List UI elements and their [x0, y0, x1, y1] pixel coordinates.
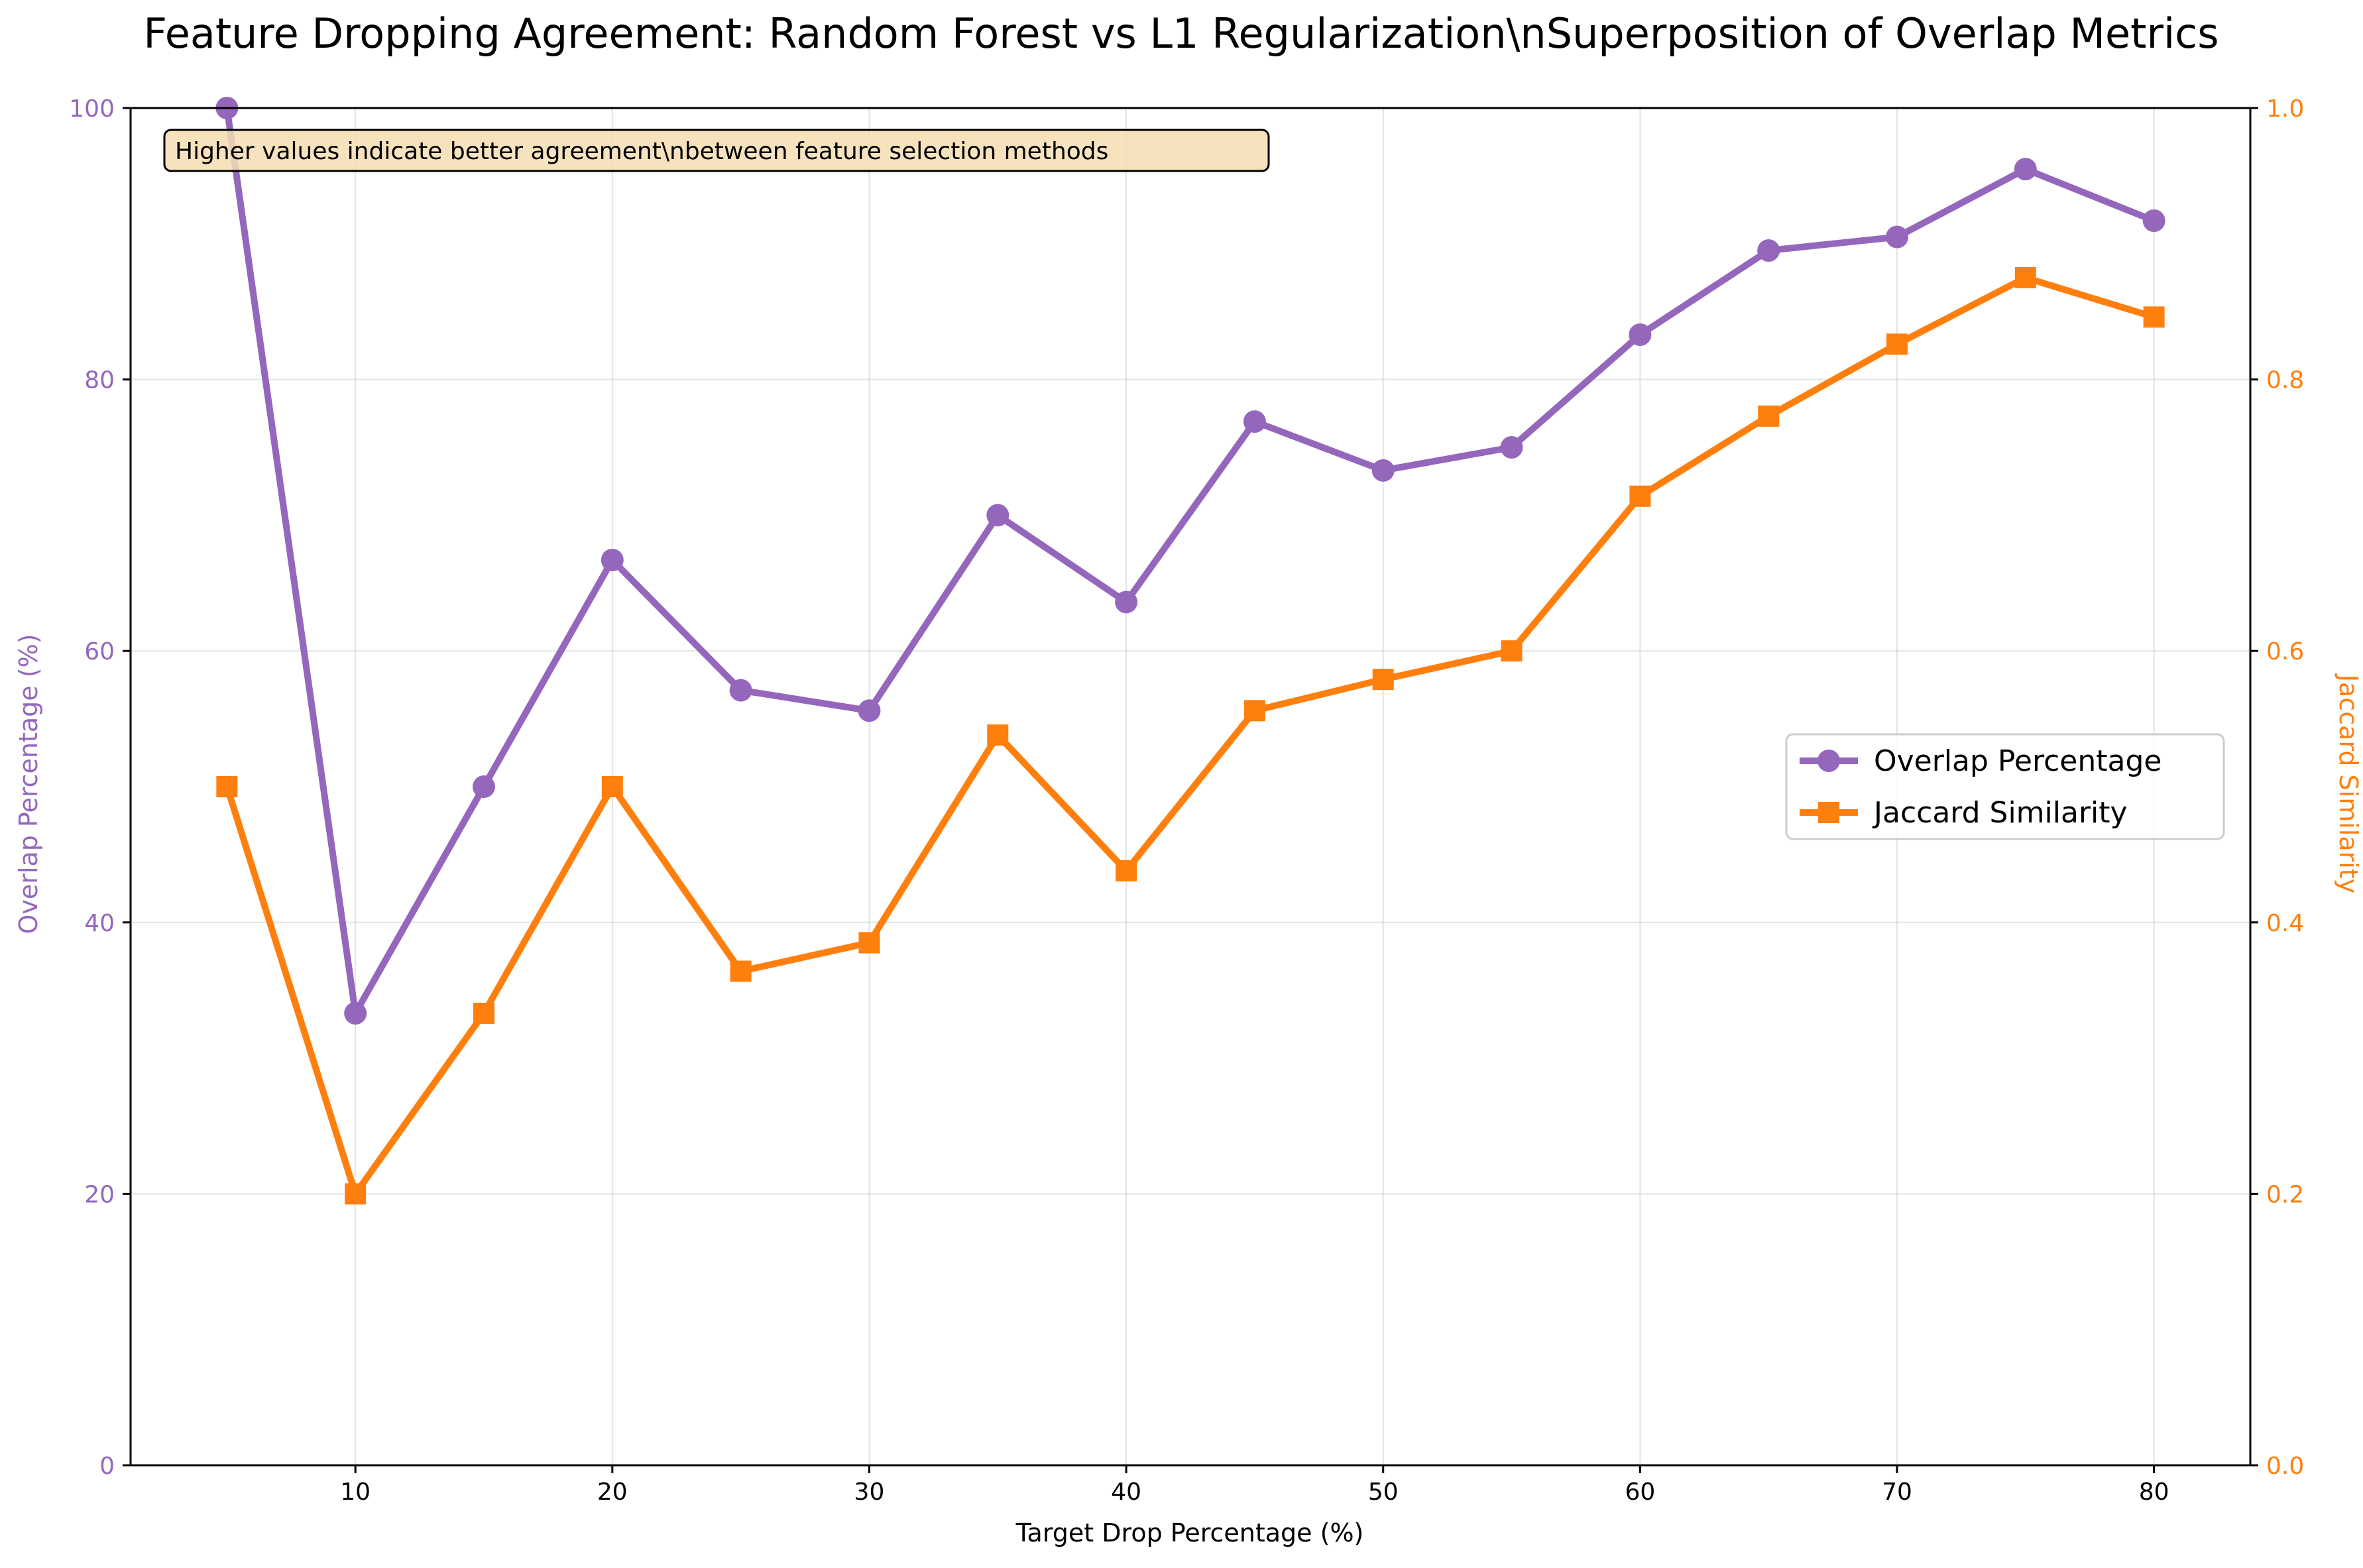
- legend-label: Jaccard Similarity: [1872, 796, 2128, 830]
- data-point-circle: [729, 679, 752, 702]
- annotation-text: Higher values indicate better agreement\…: [175, 138, 1108, 165]
- data-point-circle: [2014, 158, 2037, 181]
- data-point-square: [1629, 485, 1651, 507]
- y-left-tick-label: 80: [84, 367, 115, 394]
- legend-frame: [1785, 733, 2225, 840]
- annotation-background: [163, 129, 1270, 172]
- data-point-square: [1886, 333, 1908, 355]
- data-point-circle: [1886, 225, 1908, 249]
- plot-frame: [129, 107, 2252, 1467]
- data-point-square: [216, 776, 238, 797]
- x-tick-label: 20: [597, 1479, 628, 1506]
- data-point-circle: [1371, 459, 1395, 482]
- x-tick-label: 70: [1882, 1479, 1912, 1506]
- data-point-square: [730, 960, 752, 982]
- x-tick-label: 60: [1625, 1479, 1655, 1506]
- y-left-tick-label: 100: [69, 95, 115, 123]
- legend-label: Overlap Percentage: [1874, 744, 2161, 778]
- data-point-circle: [1500, 436, 1523, 459]
- y-left-tick-label: 0: [99, 1453, 115, 1480]
- data-point-square: [601, 776, 623, 797]
- data-point-circle: [2142, 209, 2165, 232]
- data-point-circle: [601, 548, 624, 571]
- x-tick-label: 30: [854, 1479, 885, 1506]
- y-axis-label-right: Jaccard Similarity: [2334, 673, 2363, 893]
- data-point-square: [1243, 700, 1265, 722]
- legend: Overlap Percentage Jaccard Similarity: [1785, 733, 2225, 840]
- data-point-circle: [1629, 323, 1652, 347]
- y-right-tick-label: 0.4: [2266, 910, 2304, 937]
- data-point-square: [1116, 860, 1137, 881]
- y-left-tick-label: 40: [84, 910, 115, 937]
- y-right-tick-label: 0.2: [2266, 1181, 2304, 1208]
- y-right-tick-label: 0.0: [2266, 1453, 2304, 1480]
- data-point-square: [345, 1183, 367, 1205]
- data-point-circle: [1757, 239, 1780, 262]
- legend-swatch-marker: [1818, 802, 1839, 823]
- data-point-square: [1758, 405, 1780, 427]
- data-point-square: [858, 932, 880, 954]
- series-layer: [215, 97, 2165, 1205]
- data-point-square: [2014, 267, 2036, 288]
- x-tick-label: 10: [340, 1479, 371, 1506]
- y-right-tick-label: 0.6: [2266, 638, 2304, 665]
- axes-layer: 10 20 30 40 50 60 70 80 0 20 40 60 80 100 0.0 0.2 0.4 0.6…: [69, 95, 2304, 1506]
- y-left-tick-label: 60: [84, 638, 115, 665]
- data-point-circle: [1115, 590, 1138, 614]
- data-point-circle: [1243, 410, 1266, 433]
- data-point-square: [1372, 669, 1394, 691]
- legend-swatch-marker: [1817, 750, 1840, 772]
- y-axis-label-left: Overlap Percentage (%): [14, 634, 43, 934]
- data-point-circle: [344, 1002, 367, 1025]
- data-point-square: [1501, 640, 1523, 662]
- y-left-tick-label: 20: [84, 1181, 115, 1208]
- data-point-circle: [986, 504, 1009, 527]
- y-right-tick-label: 1.0: [2266, 95, 2304, 123]
- y-right-tick-label: 0.8: [2266, 367, 2304, 394]
- x-tick-label: 40: [1111, 1479, 1141, 1506]
- x-axis-label: Target Drop Percentage (%): [1015, 1518, 1364, 1547]
- annotation-box: Higher values indicate better agreement\…: [163, 129, 1270, 172]
- data-point-square: [987, 724, 1009, 746]
- data-point-circle: [858, 699, 881, 722]
- series-line-1: [223, 274, 2158, 1198]
- data-point-square: [2143, 306, 2165, 328]
- data-point-circle: [473, 775, 495, 798]
- x-tick-label: 80: [2139, 1479, 2169, 1506]
- series-line-0: [223, 105, 2158, 1017]
- data-point-square: [473, 1003, 494, 1025]
- chart-title: Feature Dropping Agreement: Random Fores…: [143, 9, 2219, 58]
- x-tick-label: 50: [1368, 1479, 1399, 1506]
